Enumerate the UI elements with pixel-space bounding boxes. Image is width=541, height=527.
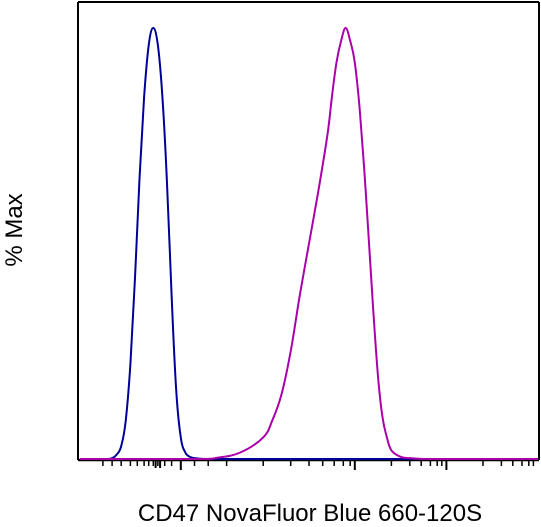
x-axis-label: CD47 NovaFluor Blue 660-120S (138, 500, 482, 527)
histogram-series-2 (80, 27, 538, 461)
plot-area (77, 1, 540, 470)
series-layer (80, 27, 538, 461)
y-axis-label: % Max (1, 193, 28, 266)
x-axis-ticks (102, 460, 535, 470)
